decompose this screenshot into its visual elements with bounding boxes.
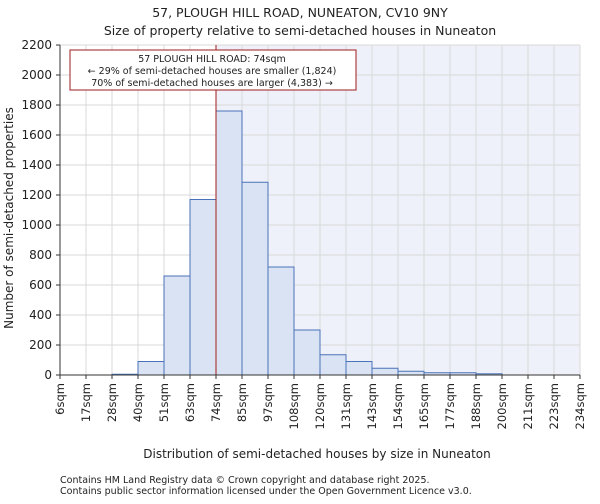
x-tick-label-120sqm: 120sqm <box>313 383 327 429</box>
footer-line1: Contains HM Land Registry data © Crown c… <box>60 475 430 486</box>
x-tick-label-154sqm: 154sqm <box>391 383 405 429</box>
x-tick-label-200sqm: 200sqm <box>495 383 509 429</box>
x-tick-label-28sqm: 28sqm <box>105 383 119 422</box>
bars-layer <box>111 110 503 376</box>
x-tick-label-143sqm: 143sqm <box>365 383 379 429</box>
x-tick-label-131sqm: 131sqm <box>339 383 353 429</box>
bar-154sqm <box>397 370 425 376</box>
x-tick-label-211sqm: 211sqm <box>521 383 535 429</box>
x-tick-label-74sqm: 74sqm <box>209 383 223 422</box>
x-tick-labels: 6sqm 17sqm 28sqm 40sqm 51sqm 63sqm 74sqm 85sqm 9… <box>53 375 587 429</box>
x-tick-label-63sqm: 63sqm <box>183 383 197 422</box>
y-tick-label: 1400 <box>21 158 52 172</box>
annotation-frame <box>69 49 357 91</box>
y-axis-label: Number of semi-detached properties <box>2 107 16 329</box>
y-tick-label: 2000 <box>21 68 52 82</box>
x-tick-label-51sqm: 51sqm <box>157 383 171 422</box>
y-tick-label: 1000 <box>21 218 52 232</box>
x-tick-label-108sqm: 108sqm <box>287 383 301 429</box>
bar-108sqm <box>293 329 321 376</box>
x-axis-label: Distribution of semi-detached houses by … <box>143 447 490 461</box>
bar-85sqm <box>241 181 269 376</box>
x-tick-label-85sqm: 85sqm <box>235 383 249 422</box>
bar-74sqm <box>215 110 243 376</box>
bar-97sqm <box>267 266 295 376</box>
bar-143sqm <box>371 367 399 376</box>
y-tick-label: 0 <box>44 368 52 382</box>
annotation-line2: ← 29% of semi-detached houses are smalle… <box>88 66 337 77</box>
x-tick-label-97sqm: 97sqm <box>261 383 275 422</box>
annotation-line1: 57 PLOUGH HILL ROAD: 74sqm <box>138 54 286 65</box>
bar-40sqm <box>137 361 165 376</box>
x-tick-label-165sqm: 165sqm <box>417 383 431 429</box>
x-tick-label-223sqm: 223sqm <box>547 383 561 429</box>
footer-line2: Contains public sector information licen… <box>60 486 472 497</box>
annotation-box: 57 PLOUGH HILL ROAD: 74sqm ← 29% of semi… <box>69 49 357 91</box>
y-tick-label: 1200 <box>21 188 52 202</box>
x-tick-label-6sqm: 6sqm <box>53 383 67 415</box>
y-tick-label: 200 <box>29 338 52 352</box>
y-tick-label: 1600 <box>21 128 52 142</box>
y-tick-label: 800 <box>29 248 52 262</box>
bar-120sqm <box>319 354 347 376</box>
x-tick-label-234sqm: 234sqm <box>573 383 587 429</box>
chart-title-line1: 57, PLOUGH HILL ROAD, NUNEATON, CV10 9NY <box>152 5 448 20</box>
grid-layer <box>59 44 581 376</box>
x-tick-label-17sqm: 17sqm <box>79 383 93 422</box>
bar-51sqm <box>163 275 191 376</box>
y-tick-labels: 0 200 400 600 800 1000 1200 1400 1600 1800 2000 220… <box>21 38 60 382</box>
y-tick-label: 600 <box>29 278 52 292</box>
y-tick-label: 1800 <box>21 98 52 112</box>
x-tick-label-177sqm: 177sqm <box>443 383 457 429</box>
annotation-line3: 70% of semi-detached houses are larger (… <box>91 78 333 89</box>
bar-63sqm <box>189 199 217 376</box>
x-tick-label-188sqm: 188sqm <box>469 383 483 429</box>
bar-131sqm <box>345 361 373 376</box>
y-tick-label: 2200 <box>21 38 52 52</box>
y-tick-label: 400 <box>29 308 52 322</box>
chart-title-line2: Size of property relative to semi-detach… <box>104 23 496 38</box>
x-tick-label-40sqm: 40sqm <box>131 383 145 422</box>
